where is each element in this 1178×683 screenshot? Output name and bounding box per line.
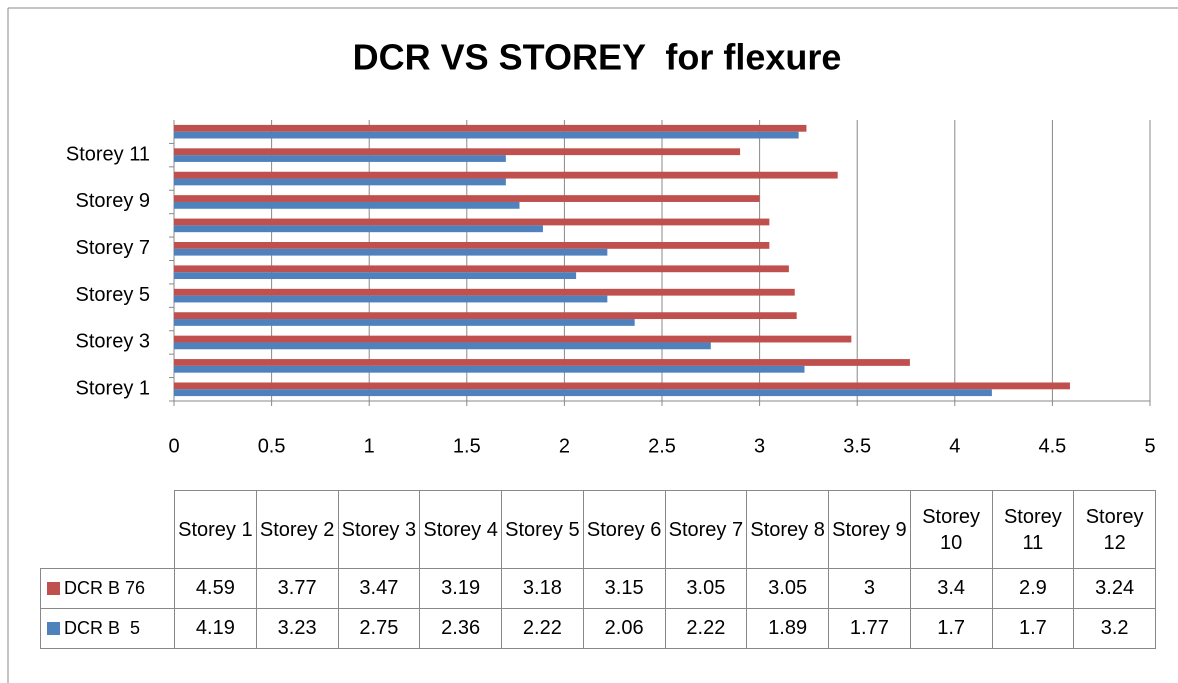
bar (174, 265, 789, 273)
category-cell: Storey 9 (828, 490, 911, 569)
bar (174, 124, 807, 132)
chart-title: DCR VS STOREY for flexure (353, 37, 842, 78)
x-tick-label: 1.5 (453, 435, 481, 457)
value-cell: 3.18 (501, 568, 584, 609)
category-cell: Storey 1 (174, 490, 257, 569)
value-cell: 3.24 (1073, 568, 1156, 609)
category-cell: Storey 2 (255, 490, 339, 569)
data-table: Storey 1 Storey 2 Storey 3 Storey 4 Storey 5… (40, 490, 1156, 649)
bar (174, 335, 852, 343)
x-tick-label: 2.5 (648, 435, 676, 457)
bar (174, 131, 799, 139)
bar (174, 201, 520, 209)
legend-swatch (47, 622, 60, 635)
bar (174, 272, 577, 280)
value-cell: 3.23 (255, 608, 339, 649)
value-cell: 1.7 (991, 608, 1075, 649)
category-cell: Storey 8 (746, 490, 829, 569)
value-cell: 1.7 (909, 608, 993, 649)
x-tick-label: 3.5 (843, 435, 871, 457)
value-cell: 2.22 (501, 608, 584, 649)
value-cell: 1.89 (746, 608, 829, 649)
bar (174, 171, 838, 179)
value-cell: 3.05 (746, 568, 829, 609)
bar (174, 382, 1070, 390)
category-cell: Storey 7 (664, 490, 748, 569)
value-cell: 3.47 (337, 568, 421, 609)
category-cell: Storey 12 (1073, 490, 1156, 569)
category-cell: Storey 5 (501, 490, 584, 569)
bar (174, 319, 635, 326)
value-cell: 2.22 (664, 608, 748, 649)
value-cell: 2.75 (337, 608, 421, 649)
value-cell: 4.19 (174, 608, 257, 649)
bar (174, 241, 770, 249)
category-cell: Storey 6 (582, 490, 666, 569)
bar (174, 288, 795, 296)
bar (174, 218, 770, 226)
category-cell: Storey 11 (991, 490, 1075, 569)
category-cell: Storey 10 (909, 490, 993, 569)
bar (174, 225, 543, 233)
y-tick-label: Storey 1 (76, 378, 150, 400)
y-tick-label: Storey 9 (76, 190, 150, 212)
x-tick-label: 5 (1144, 435, 1155, 457)
bar (174, 389, 992, 397)
legend-cell: DCR B 76 (40, 568, 175, 609)
y-tick-label: Storey 5 (76, 284, 150, 306)
value-cell: 3.05 (664, 568, 748, 609)
category-cell: Storey 4 (419, 490, 502, 569)
value-cell: 3.2 (1073, 608, 1156, 649)
y-tick-label: Storey 11 (66, 143, 150, 165)
value-cell: 4.59 (174, 568, 257, 609)
bar (174, 155, 506, 162)
legend-cell: DCR B 5 (40, 608, 175, 649)
value-cell: 1.77 (828, 608, 911, 649)
value-cell: 3.19 (419, 568, 502, 609)
value-cell: 3.4 (909, 568, 993, 609)
series-row: DCR B 76 4.59 3.77 3.47 3.19 3.18 3.15 3.05 3.05… (40, 568, 1156, 609)
bar (174, 148, 741, 156)
bar (174, 312, 797, 320)
bar (174, 295, 608, 303)
x-tick-label: 3 (754, 435, 765, 457)
x-tick-label: 2 (559, 435, 570, 457)
bar (174, 178, 506, 186)
value-cell: 3.77 (255, 568, 339, 609)
x-tick-label: 4 (949, 435, 960, 457)
x-tick-label: 1 (364, 435, 375, 457)
series-row: DCR B 5 4.19 3.23 2.75 2.36 2.22 2.06 2.22 1.89 1… (40, 608, 1156, 649)
bar (174, 248, 608, 256)
y-tick-label: Storey 3 (76, 331, 150, 353)
value-cell: 3 (828, 568, 911, 609)
y-tick-label: Storey 7 (76, 237, 150, 259)
value-cell: 2.06 (582, 608, 666, 649)
x-tick-label: 0 (168, 435, 179, 457)
bar (174, 359, 910, 366)
value-cell: 2.9 (991, 568, 1075, 609)
bar (174, 195, 760, 202)
legend-label: DCR B 5 (64, 618, 141, 638)
header-row: Storey 1 Storey 2 Storey 3 Storey 4 Storey 5… (40, 490, 1156, 569)
x-tick-label: 4.5 (1038, 435, 1066, 457)
category-cell: Storey 3 (337, 490, 421, 569)
blank-cell (40, 490, 175, 569)
x-tick-label: 0.5 (258, 435, 286, 457)
value-cell: 3.15 (582, 568, 666, 609)
value-cell: 2.36 (419, 608, 502, 649)
bar (174, 365, 805, 373)
bar (174, 342, 711, 350)
legend-swatch (47, 582, 60, 595)
legend-label: DCR B 76 (64, 578, 146, 598)
